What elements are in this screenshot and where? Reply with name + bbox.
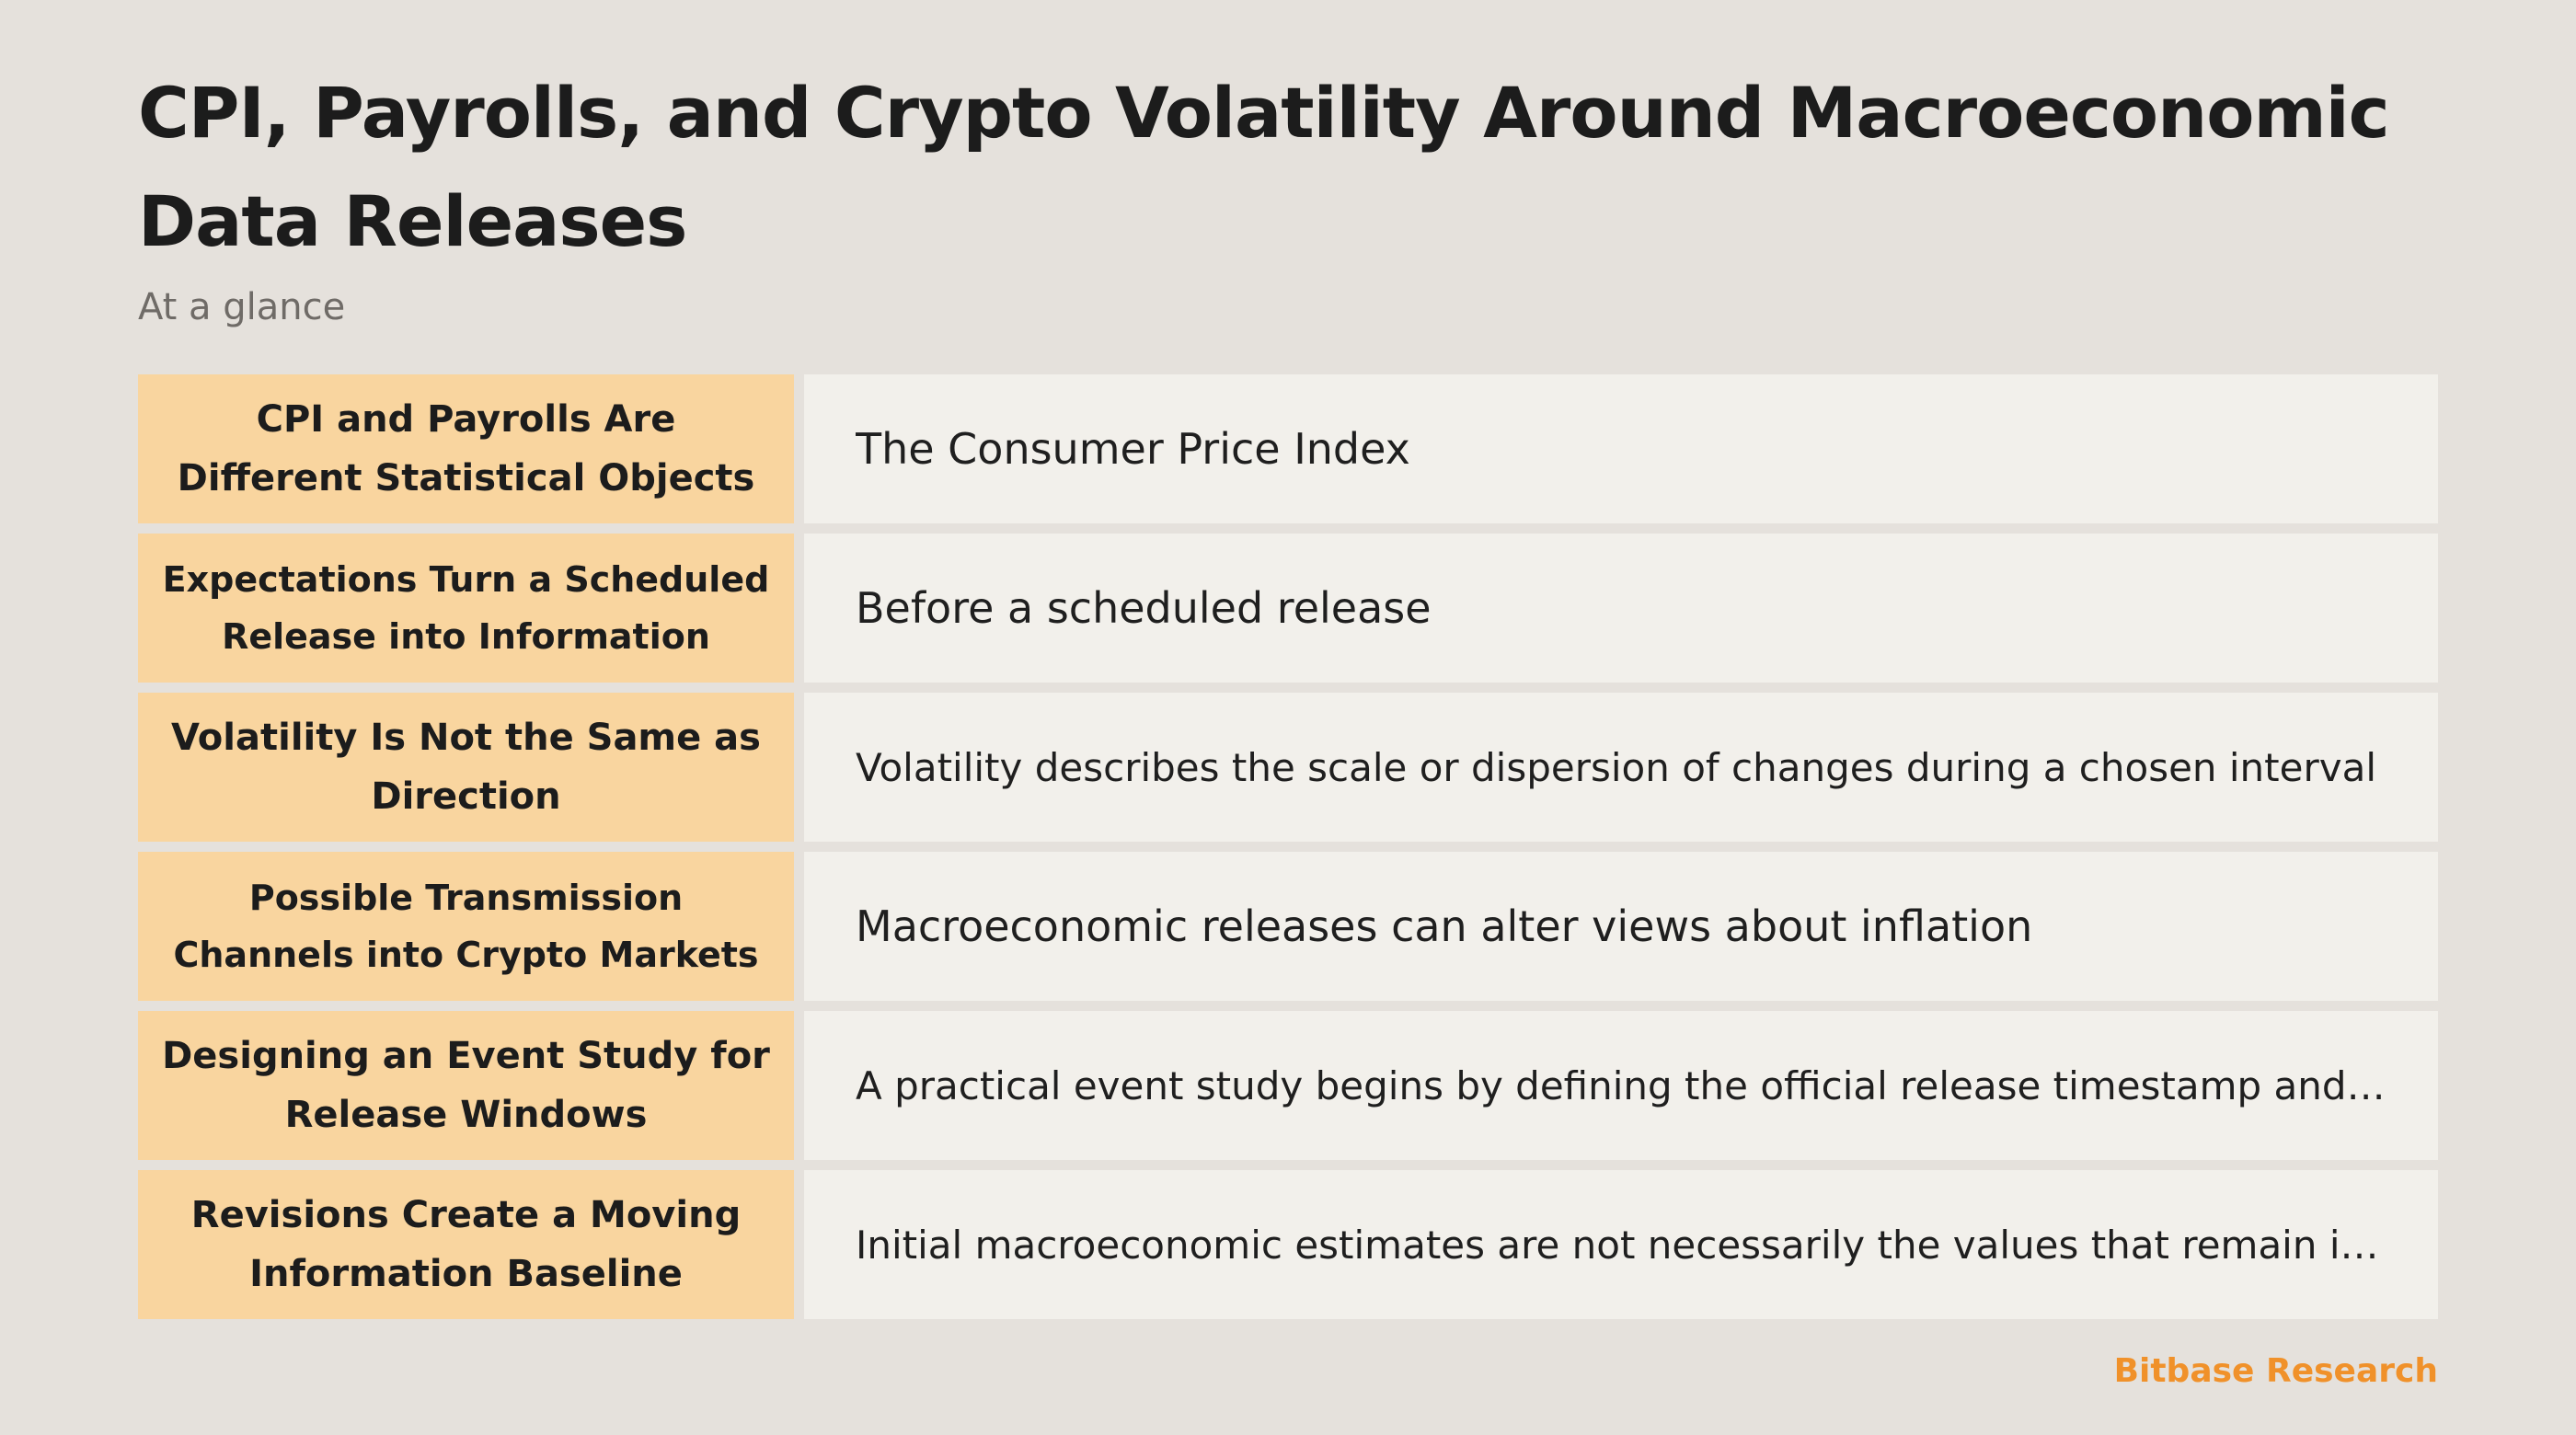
table-row: CPI and Payrolls Are Different Statistic… bbox=[138, 374, 2438, 523]
table-row: Revisions Create a Moving Information Ba… bbox=[138, 1170, 2438, 1319]
row-value: Before a scheduled release bbox=[804, 534, 2438, 683]
row-value-text: A practical event study begins by defini… bbox=[856, 1062, 2386, 1108]
row-label: Designing an Event Study for Release Win… bbox=[138, 1011, 794, 1160]
row-label: Revisions Create a Moving Information Ba… bbox=[138, 1170, 794, 1319]
table-row: Possible Transmission Channels into Cryp… bbox=[138, 852, 2438, 1001]
row-value: A practical event study begins by defini… bbox=[804, 1011, 2438, 1160]
summary-table: CPI and Payrolls Are Different Statistic… bbox=[138, 374, 2438, 1319]
page-title: CPI, Payrolls, and Crypto Volatility Aro… bbox=[138, 72, 2390, 262]
row-label: Volatility Is Not the Same as Direction bbox=[138, 693, 794, 842]
row-value-text: Macroeconomic releases can alter views a… bbox=[856, 901, 2033, 951]
row-value: The Consumer Price Index bbox=[804, 374, 2438, 523]
row-label: CPI and Payrolls Are Different Statistic… bbox=[138, 374, 794, 523]
row-value: Volatility describes the scale or disper… bbox=[804, 693, 2438, 842]
row-value-text: Volatility describes the scale or disper… bbox=[856, 744, 2377, 790]
table-row: Volatility Is Not the Same as Direction … bbox=[138, 693, 2438, 842]
row-value-text: The Consumer Price Index bbox=[856, 424, 1410, 474]
row-label: Expectations Turn a Scheduled Release in… bbox=[138, 534, 794, 683]
row-value: Initial macroeconomic estimates are not … bbox=[804, 1170, 2438, 1319]
row-value: Macroeconomic releases can alter views a… bbox=[804, 852, 2438, 1001]
table-row: Expectations Turn a Scheduled Release in… bbox=[138, 534, 2438, 683]
row-value-text: Before a scheduled release bbox=[856, 583, 1432, 633]
brand-footer: Bitbase Research bbox=[2113, 1352, 2438, 1390]
page-subtitle: At a glance bbox=[138, 286, 346, 328]
row-label: Possible Transmission Channels into Cryp… bbox=[138, 852, 794, 1001]
table-row: Designing an Event Study for Release Win… bbox=[138, 1011, 2438, 1160]
row-value-text: Initial macroeconomic estimates are not … bbox=[856, 1222, 2386, 1268]
